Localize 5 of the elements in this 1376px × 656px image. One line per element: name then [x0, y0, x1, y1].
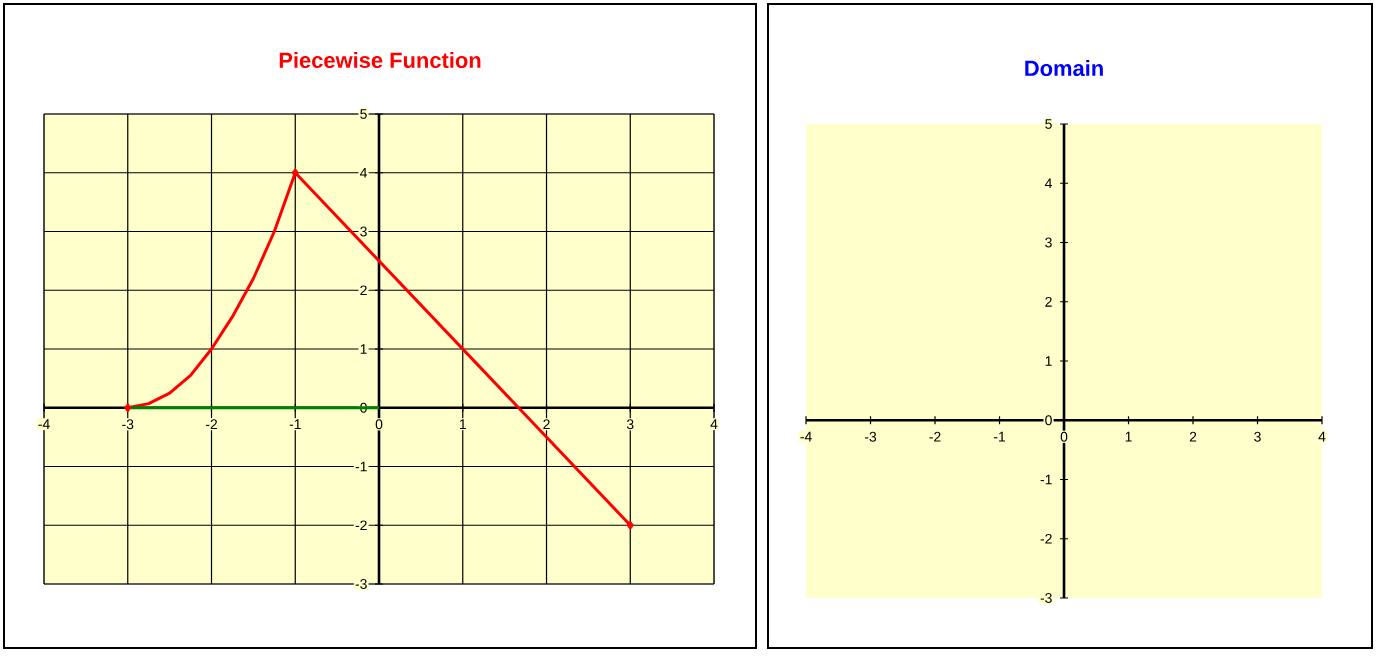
point — [124, 402, 132, 413]
chart-title: Domain — [1025, 59, 1103, 77]
point — [626, 520, 634, 531]
chart-title: Piecewise Function — [279, 51, 481, 69]
point — [291, 167, 299, 178]
